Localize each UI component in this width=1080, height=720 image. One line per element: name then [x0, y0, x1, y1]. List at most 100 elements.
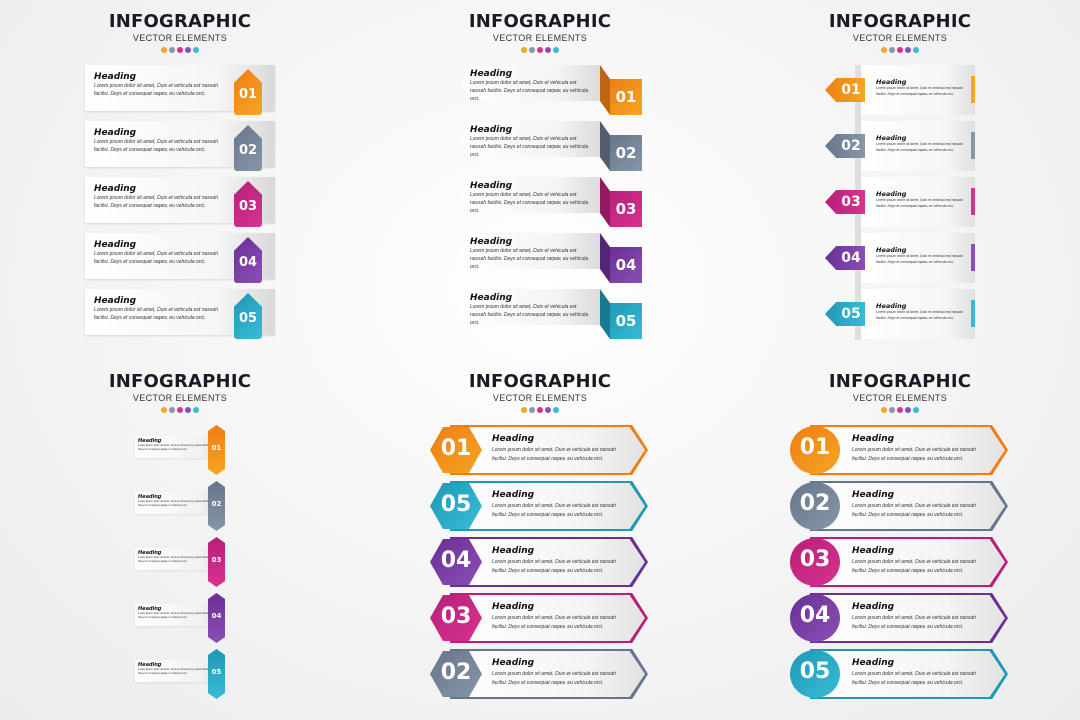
item-heading: Heading — [94, 184, 137, 194]
item-body: Lorem ipsum dolor sit amet, Duis et vehi… — [876, 142, 963, 152]
list-item: Heading Lorem ipsum dolor sit amet, Duis… — [430, 425, 650, 475]
item-heading: Heading — [852, 658, 895, 668]
item-number: 04 — [211, 612, 222, 620]
item-number: 04 — [615, 256, 637, 274]
list-item: Heading Lorem ipsum dolor sit amet, Duis… — [460, 233, 642, 283]
item-card — [135, 492, 219, 514]
item-heading: Heading — [492, 658, 535, 668]
item-number: 01 — [211, 444, 222, 452]
item-card — [861, 177, 975, 227]
color-dot — [169, 407, 175, 413]
number-box: 02 — [610, 135, 642, 171]
ribbon-fold — [600, 233, 610, 283]
panel-subtitle: VECTOR ELEMENTS — [492, 393, 588, 403]
item-card — [460, 65, 600, 101]
color-dot — [521, 407, 527, 413]
color-dot — [161, 407, 167, 413]
list-item: Heading Lorem ipsum dolor sit amet, Duis… — [460, 65, 642, 115]
list-item: Heading Lorem ipsum dolor sit amet, Duis… — [430, 593, 650, 643]
color-dot — [185, 47, 191, 53]
color-dot — [537, 407, 543, 413]
item-heading: Heading — [470, 293, 513, 303]
circle-badge: 01 — [790, 426, 840, 474]
item-heading: Heading — [94, 240, 137, 250]
item-body: Lorem ipsum dolor sit amet, Duis et vehi… — [852, 671, 976, 686]
item-body: Lorem ipsum dolor sit amet, Duis et vehi… — [94, 83, 218, 97]
item-heading: Heading — [852, 546, 895, 556]
list-item: Heading Lorem ipsum dolor sit amet, Duis… — [790, 593, 1010, 643]
panel-title: INFOGRAPHIC — [468, 371, 612, 392]
circle-badge: 04 — [790, 594, 840, 642]
item-heading: Heading — [138, 438, 162, 444]
ribbon-fold — [600, 121, 610, 171]
list-item: Heading Lorem ipsum dolor sit amet, Duis… — [825, 177, 975, 227]
item-body: Lorem ipsum dolor sit amet, Duis et vehi… — [876, 310, 963, 320]
item-card — [135, 436, 219, 458]
color-dot — [529, 407, 535, 413]
arrow-tag: 01 — [825, 78, 865, 102]
item-body: Lorem ipsum dolor sit amet, Duis et vehi… — [470, 136, 589, 158]
item-number: 05 — [211, 668, 222, 676]
item-number: 02 — [841, 138, 861, 154]
list-item: Heading Lorem ipsum dolor sit amet, Duis… — [85, 177, 275, 227]
color-dot — [913, 47, 919, 53]
item-card — [460, 177, 600, 213]
item-heading: Heading — [876, 78, 907, 86]
color-dot — [889, 47, 895, 53]
color-dot — [161, 47, 167, 53]
accent-bar — [971, 132, 975, 159]
item-body: Lorem ipsum dolor sit amet, Duis et vehi… — [138, 668, 211, 675]
item-card — [812, 483, 1005, 529]
list-item: Heading Lorem ipsum dolor sit amet, Duis… — [460, 289, 642, 339]
item-number: 02 — [211, 500, 222, 508]
item-heading: Heading — [492, 490, 535, 500]
circle-badge: 03 — [790, 538, 840, 586]
hex-tag: 02 — [208, 481, 225, 531]
list-item: Heading Lorem ipsum dolor sit amet, Duis… — [85, 233, 275, 283]
item-body: Lorem ipsum dolor sit amet, Duis et vehi… — [852, 447, 976, 462]
circle-badge: 02 — [790, 482, 840, 530]
item-number: 04 — [440, 548, 472, 573]
arrow-tag: 02 — [825, 134, 865, 158]
list-item: Heading Lorem ipsum dolor sit amet, Duis… — [85, 65, 275, 115]
item-body: Lorem ipsum dolor sit amet, Duis et vehi… — [138, 612, 211, 619]
panel-title: INFOGRAPHIC — [108, 11, 252, 32]
accent-bar — [971, 76, 975, 103]
item-body: Lorem ipsum dolor sit amet, Duis et vehi… — [852, 503, 976, 518]
item-heading: Heading — [470, 237, 513, 247]
item-number: 04 — [799, 603, 831, 628]
color-dot — [897, 47, 903, 53]
list-item: Heading Lorem ipsum dolor sit amet, Duis… — [85, 121, 275, 171]
item-number: 05 — [238, 311, 258, 326]
item-number: 05 — [799, 659, 831, 684]
color-dot — [889, 407, 895, 413]
color-dot — [185, 407, 191, 413]
accent-bar — [971, 300, 975, 327]
arrow-tag: 05 — [825, 302, 865, 326]
item-card — [460, 289, 600, 325]
arrow-tag: 04 — [825, 246, 865, 270]
hex-tag: 01 — [208, 425, 225, 475]
color-dot — [553, 47, 559, 53]
item-number: 03 — [211, 556, 222, 564]
item-heading: Heading — [492, 602, 535, 612]
hex-tag: 03 — [208, 537, 225, 587]
item-heading: Heading — [138, 606, 162, 612]
item-card — [861, 289, 975, 339]
item-heading: Heading — [470, 125, 513, 135]
panel-title: INFOGRAPHIC — [108, 371, 252, 392]
color-dots — [720, 407, 1080, 413]
color-dot — [529, 47, 535, 53]
ribbon-fold — [600, 289, 610, 339]
list-item: Heading Lorem ipsum dolor sit amet, Duis… — [135, 649, 230, 701]
item-card — [452, 427, 645, 473]
color-dot — [905, 407, 911, 413]
number-box: 05 — [610, 303, 642, 339]
color-dot — [881, 47, 887, 53]
item-heading: Heading — [138, 550, 162, 556]
item-body: Lorem ipsum dolor sit amet, Duis et vehi… — [492, 503, 616, 518]
panel-subtitle: VECTOR ELEMENTS — [852, 33, 948, 43]
item-body: Lorem ipsum dolor sit amet, Duis et vehi… — [94, 307, 218, 321]
list-item: Heading Lorem ipsum dolor sit amet, Duis… — [430, 649, 650, 699]
accent-bar — [971, 188, 975, 215]
